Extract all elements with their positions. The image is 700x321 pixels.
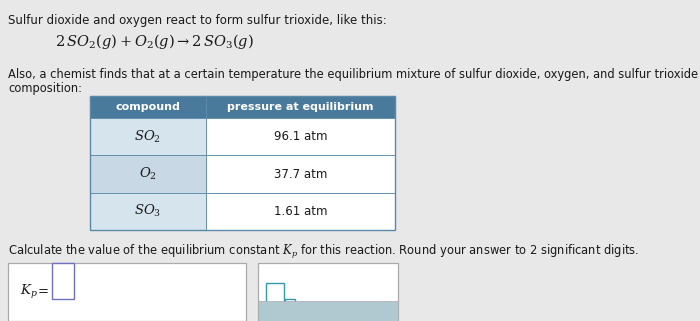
Text: Sulfur dioxide and oxygen react to form sulfur trioxide, like this:: Sulfur dioxide and oxygen react to form … <box>8 14 386 27</box>
Text: $SO_2$: $SO_2$ <box>134 129 162 145</box>
Text: $K_p$: $K_p$ <box>20 283 38 301</box>
Text: 96.1 atm: 96.1 atm <box>274 130 327 143</box>
Text: pressure at equilibrium: pressure at equilibrium <box>228 102 374 112</box>
Text: 1.61 atm: 1.61 atm <box>274 205 327 218</box>
Bar <box>90 155 206 193</box>
Bar <box>258 263 398 321</box>
Bar <box>90 193 206 230</box>
Text: composition:: composition: <box>8 82 82 95</box>
Bar <box>266 283 284 305</box>
Bar <box>206 155 395 193</box>
Text: Also, a chemist finds that at a certain temperature the equilibrium mixture of s: Also, a chemist finds that at a certain … <box>8 68 700 81</box>
Bar <box>8 263 246 321</box>
Text: $2\,SO_2(g) + O_2(g) \rightarrow 2\,SO_3(g)$: $2\,SO_2(g) + O_2(g) \rightarrow 2\,SO_3… <box>55 32 254 51</box>
Bar <box>90 96 395 118</box>
Text: =: = <box>38 285 49 299</box>
Bar <box>206 118 395 155</box>
Bar <box>52 263 74 299</box>
Text: 37.7 atm: 37.7 atm <box>274 168 327 180</box>
Bar <box>258 301 398 321</box>
Bar <box>90 118 206 155</box>
Text: Calculate the value of the equilibrium constant $K_p$ for this reaction. Round y: Calculate the value of the equilibrium c… <box>8 243 639 261</box>
Text: $O_2$: $O_2$ <box>139 166 157 182</box>
Bar <box>206 193 395 230</box>
Bar <box>285 299 295 311</box>
Text: $SO_3$: $SO_3$ <box>134 203 162 219</box>
Bar <box>90 96 395 230</box>
Text: compound: compound <box>116 102 181 112</box>
